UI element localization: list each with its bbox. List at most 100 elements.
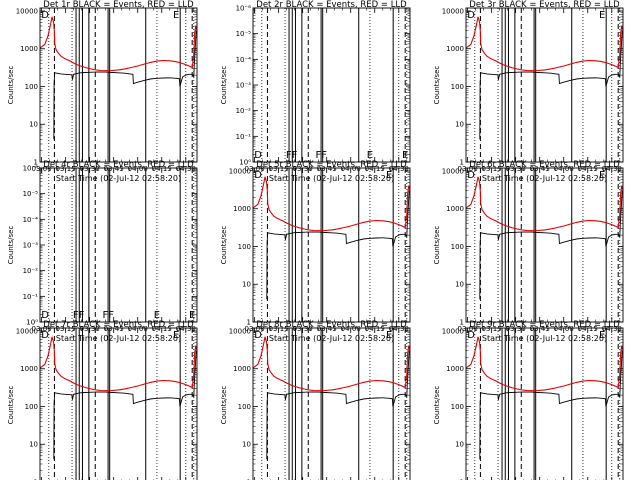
plot-frame — [465, 7, 624, 163]
y-tick-label: 100 — [238, 403, 251, 411]
y-tick-label: 1 — [34, 159, 38, 167]
panel-7: Det 7r BLACK = Events, RED = LLD Counts/s… — [7, 320, 198, 480]
panel-5: Det 5r BLACK = Events, RED = LLD Counts/s… — [220, 160, 411, 343]
flag-label: E — [367, 150, 373, 161]
y-tick-label: 10⁰ — [239, 159, 251, 167]
flag-label: D — [467, 170, 475, 181]
y-tick-label: 10⁻⁴ — [236, 56, 252, 64]
x-axis-label: Start Time (02-Jul-12 02:58:20) — [56, 334, 181, 343]
y-tick-label: 10 — [29, 121, 38, 129]
y-tick-label: 10000 — [16, 7, 38, 15]
flag-label: D — [41, 10, 49, 21]
y-tick-label: 10000 — [442, 167, 464, 175]
y-tick-label: 10000 — [229, 327, 251, 335]
panel-8: Det 8r BLACK = Events, RED = LLD Counts/s… — [220, 320, 411, 480]
plot-frame — [39, 7, 198, 163]
y-tick-label: 10 — [455, 121, 464, 129]
flag-label: E — [189, 310, 195, 321]
flag-label: D — [254, 330, 262, 341]
y-tick-label: 100 — [25, 83, 38, 91]
series-line-lld — [252, 176, 411, 232]
plot-frame — [465, 167, 624, 323]
y-axis-label: Counts/sec — [220, 386, 228, 425]
panel-title: Det 1r BLACK = Events, RED = LLD — [43, 0, 194, 10]
y-tick-label: 1 — [34, 479, 38, 480]
panel-title: Det 4r BLACK = Events, RED = LLD — [43, 160, 194, 170]
series-line-events — [479, 350, 623, 460]
y-tick-label: 10000 — [16, 327, 38, 335]
x-axis-label: Start Time (02-Jul-12 02:58:20) — [269, 174, 394, 183]
flag-label: E — [173, 10, 179, 21]
y-tick-label: 1000 — [446, 45, 464, 53]
y-tick-label: 10⁻² — [23, 267, 39, 275]
panel-1: Det 1r BLACK = Events, RED = LLD Counts/s… — [7, 0, 198, 183]
y-tick-label: 10000 — [442, 7, 464, 15]
y-tick-label: 1000 — [233, 205, 251, 213]
series-line-events — [53, 350, 197, 460]
y-axis-label: Counts/sec — [7, 66, 15, 105]
y-tick-label: 10⁻¹ — [236, 133, 252, 141]
series-line-events — [479, 30, 623, 140]
y-tick-label: 10000 — [229, 167, 251, 175]
panel-title: Det 5r BLACK = Events, RED = LLD — [256, 160, 407, 170]
series-line-lld — [39, 16, 198, 72]
plot-frame — [39, 167, 198, 323]
y-tick-label: 100 — [451, 403, 464, 411]
y-axis-label: Counts/sec — [220, 66, 228, 105]
x-axis-label: Start Time (02-Jul-12 02:58:20) — [482, 334, 607, 343]
flag-label: D — [467, 10, 475, 21]
flag-label: FF — [73, 310, 85, 321]
flag-label: E — [599, 330, 605, 341]
flag-label: D — [41, 310, 49, 321]
series-line-events — [266, 190, 410, 300]
y-axis-label: Counts/sec — [7, 386, 15, 425]
panel-title: Det 3r BLACK = Events, RED = LLD — [469, 0, 620, 10]
y-axis-label: Counts/sec — [433, 386, 441, 425]
y-tick-label: 10⁻³ — [236, 82, 252, 90]
y-tick-label: 1000 — [233, 365, 251, 373]
panel-9: Det 9r BLACK = Events, RED = LLD Counts/s… — [433, 320, 624, 480]
plot-frame — [252, 167, 411, 323]
flag-label: FF — [315, 150, 327, 161]
series-line-events — [479, 190, 623, 300]
flag-label: D — [254, 170, 262, 181]
y-tick-label: 100 — [451, 243, 464, 251]
y-tick-label: 10000 — [442, 327, 464, 335]
plot-frame — [465, 327, 624, 480]
flag-label: E — [386, 330, 392, 341]
x-axis-label: Start Time (02-Jul-12 02:58:20) — [482, 174, 607, 183]
panel-title: Det 9r BLACK = Events, RED = LLD — [469, 320, 620, 330]
series-line-lld — [39, 336, 198, 392]
y-axis-label: Counts/sec — [433, 226, 441, 265]
y-tick-label: 10⁻³ — [23, 242, 39, 250]
y-tick-label: 10 — [455, 441, 464, 449]
y-tick-label: 10⁻⁵ — [236, 30, 252, 38]
y-tick-label: 10 — [29, 441, 38, 449]
flag-label: D — [41, 330, 49, 341]
y-tick-label: 1000 — [20, 365, 38, 373]
y-tick-label: 10⁰ — [26, 319, 38, 327]
y-tick-label: 100 — [238, 243, 251, 251]
series-line-lld — [465, 176, 624, 232]
y-tick-label: 10⁻⁶ — [236, 5, 252, 13]
flag-label: E — [154, 310, 160, 321]
panel-title: Det 7r BLACK = Events, RED = LLD — [43, 320, 194, 330]
y-tick-label: 10⁻¹ — [23, 293, 39, 301]
y-tick-label: 1 — [247, 319, 251, 327]
y-tick-label: 10⁻² — [236, 107, 252, 115]
y-tick-label: 1 — [460, 319, 464, 327]
y-tick-label: 1 — [460, 479, 464, 480]
series-line-lld — [465, 16, 624, 72]
series-line-lld — [465, 336, 624, 392]
flag-label: FF — [102, 310, 114, 321]
y-tick-label: 100 — [25, 403, 38, 411]
panel-title: Det 8r BLACK = Events, RED = LLD — [256, 320, 407, 330]
plot-frame — [252, 327, 411, 480]
y-tick-label: 10⁻⁶ — [23, 165, 39, 173]
y-tick-label: 1 — [247, 479, 251, 480]
flag-label: D — [254, 150, 262, 161]
y-tick-label: 10 — [455, 281, 464, 289]
series-line-events — [266, 350, 410, 460]
panel-title: Det 2r BLACK = Events, RED = LLD — [256, 0, 407, 10]
